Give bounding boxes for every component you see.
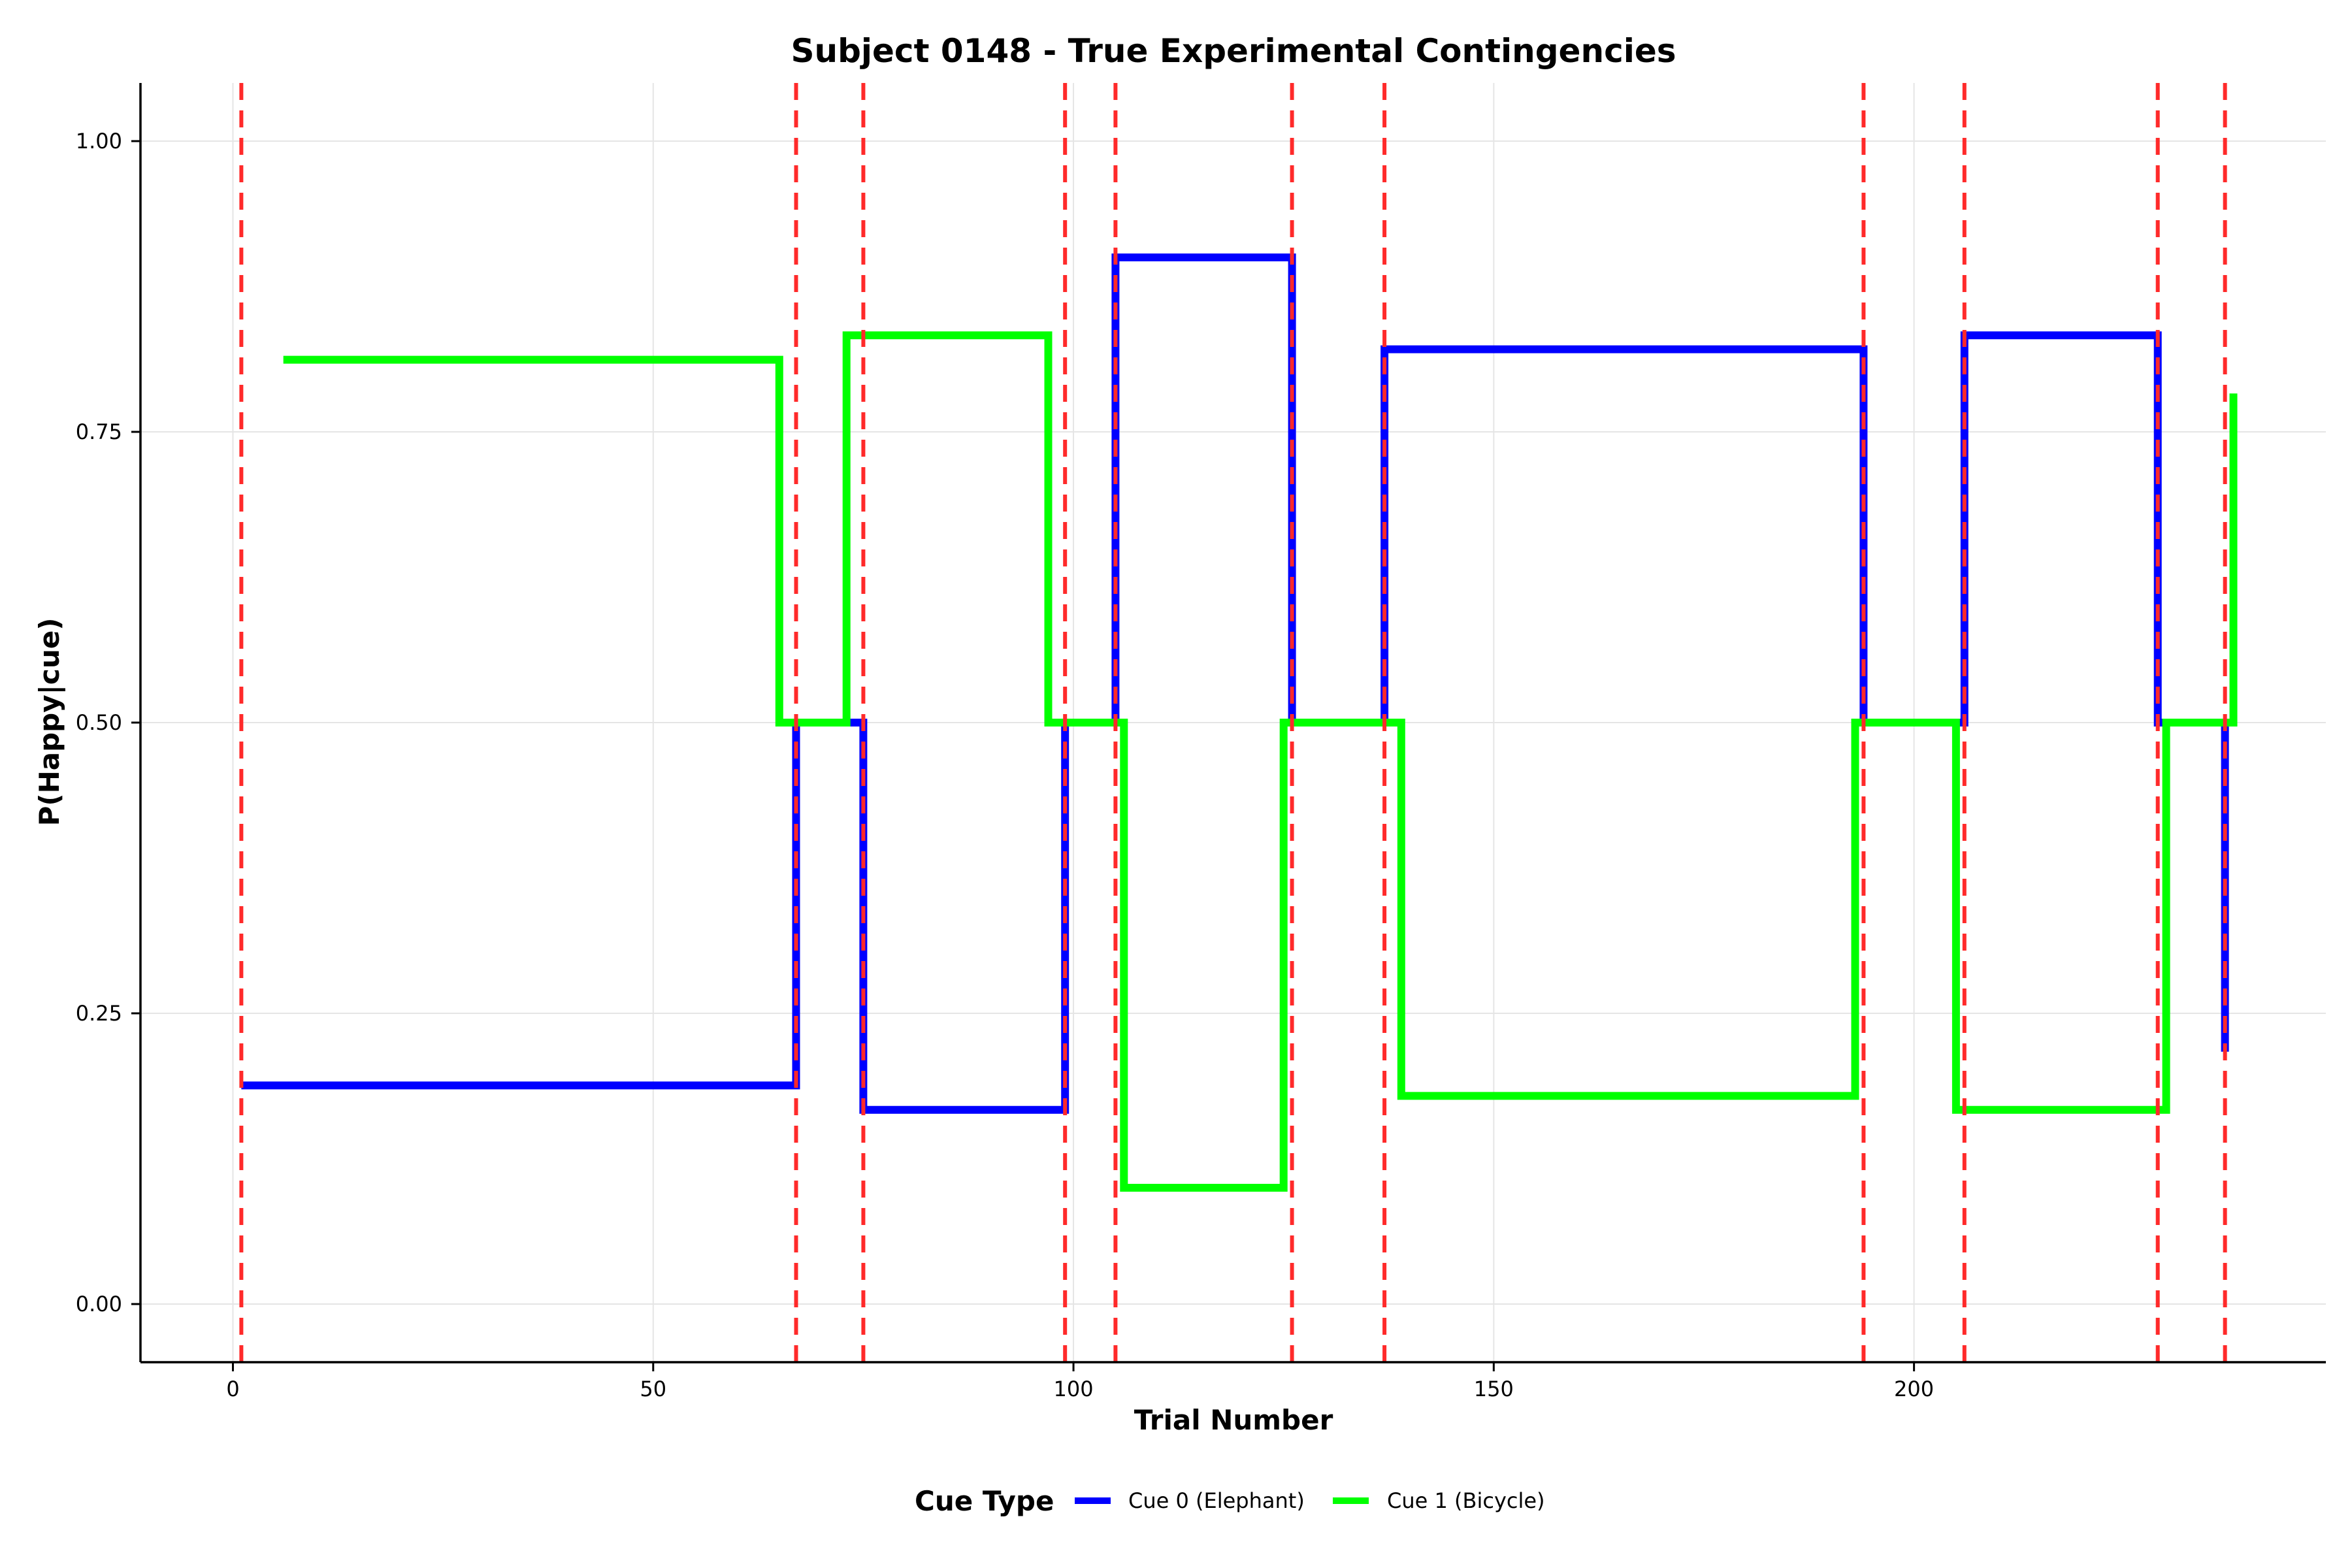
x-tick-label: 100 [1054,1377,1094,1401]
y-tick-label: 0.25 [76,1001,122,1026]
legend-title: Cue Type [915,1485,1054,1517]
legend-label-cue-0: Cue 0 (Elephant) [1128,1488,1305,1513]
x-tick-label: 150 [1474,1377,1514,1401]
x-tick-label: 50 [640,1377,666,1401]
y-axis-label: P(Happy|cue) [33,618,65,826]
chart-title: Subject 0148 - True Experimental Conting… [791,32,1676,70]
y-tick-label: 0.00 [76,1292,122,1316]
x-axis-label: Trial Number [1134,1404,1333,1436]
change-point-layer [239,83,2227,1362]
series-line-cue-1 [283,331,2238,1192]
legend-label-cue-1: Cue 1 (Bicycle) [1387,1488,1545,1513]
y-tick-label: 0.75 [76,419,122,444]
x-tick-label: 200 [1894,1377,1934,1401]
tick-layer: 0 50 100 150 200 0.00 0.25 0.50 0.75 1.00 [76,129,1934,1401]
x-tick-label: 0 [226,1377,239,1401]
y-tick-label: 0.50 [76,710,122,735]
y-tick-label: 1.00 [76,129,122,154]
legend: Cue Type Cue 0 (Elephant) Cue 1 (Bicycle… [915,1485,1545,1517]
